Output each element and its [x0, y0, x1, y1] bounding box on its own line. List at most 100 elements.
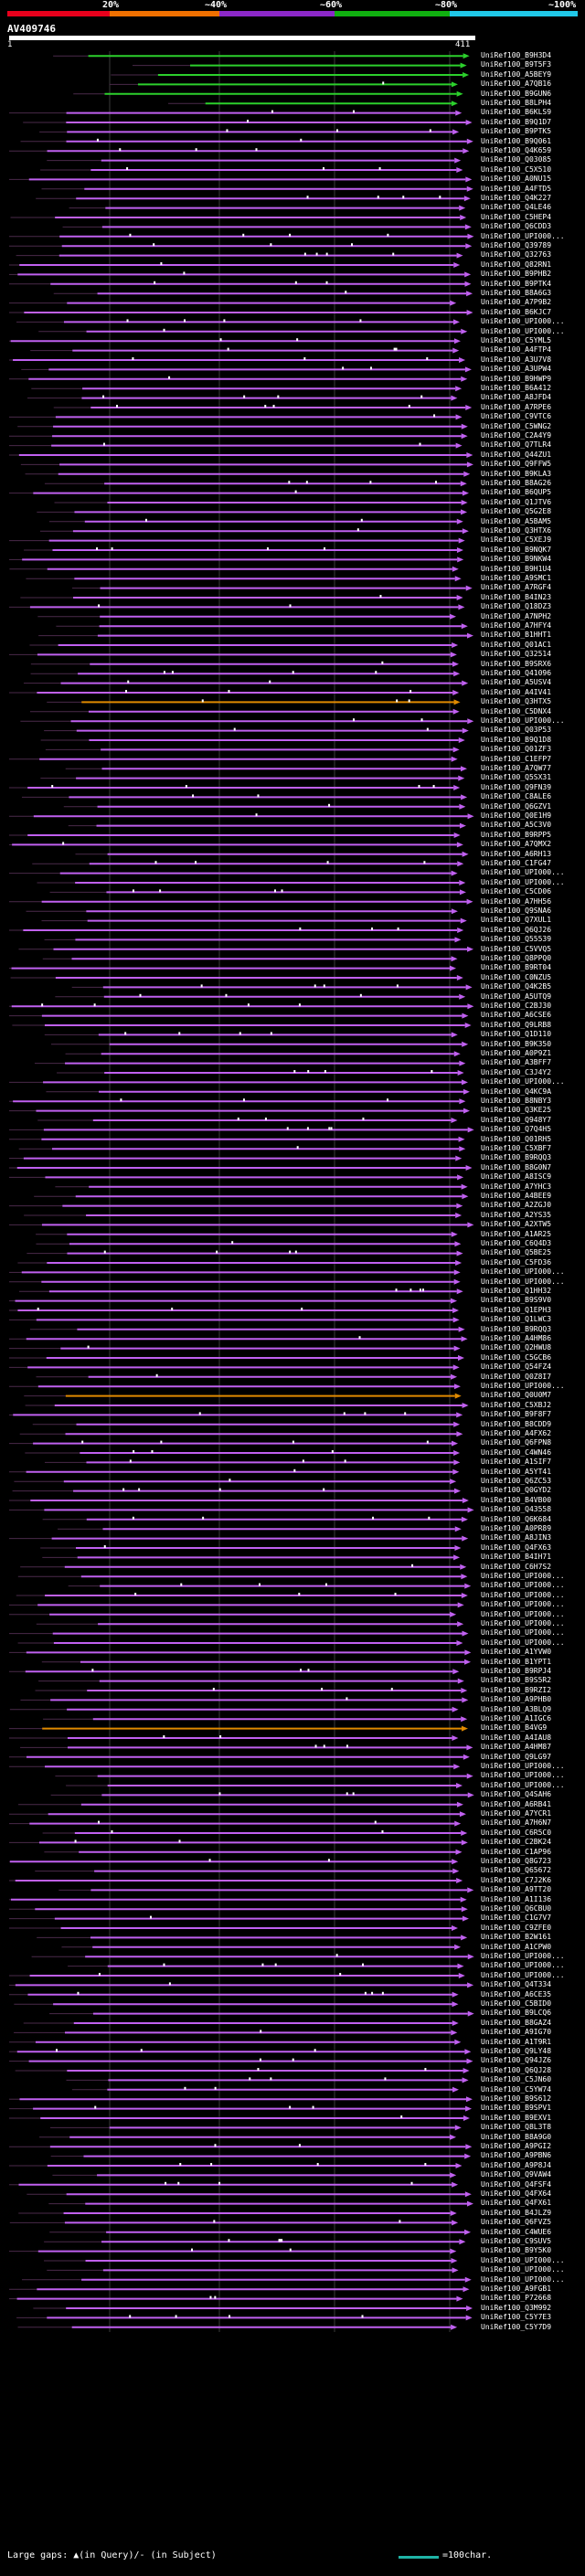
hit-name[interactable]: UniRef100_C5XBJ2 — [481, 1400, 552, 1409]
hit-name[interactable]: UniRef100_B4VB00 — [481, 1495, 552, 1504]
hit-name[interactable]: UniRef100_A7H6N7 — [481, 1818, 552, 1828]
hit-name[interactable]: UniRef100_A9PBN6 — [481, 2151, 552, 2160]
hit-name[interactable]: UniRef100_Q6QJ26 — [481, 925, 552, 934]
hit-name[interactable]: UniRef100_C5VVQ5 — [481, 944, 552, 953]
hit-name[interactable]: UniRef100_UPI000... — [481, 1762, 565, 1770]
hit-name[interactable]: UniRef100_B4JLZ9 — [481, 2208, 552, 2217]
hit-name[interactable]: UniRef100_Q9VAW4 — [481, 2170, 552, 2179]
hit-name[interactable]: UniRef100_B9Q061 — [481, 136, 552, 145]
hit-name[interactable]: UniRef100_C2BJ30 — [481, 1002, 552, 1010]
hit-name[interactable]: UniRef100_A7RPE6 — [481, 402, 552, 411]
hit-name[interactable]: UniRef100_B9RQQ3 — [481, 1153, 552, 1162]
hit-name[interactable]: UniRef100_UPI000... — [481, 1572, 565, 1580]
hit-name[interactable]: UniRef100_A3UPW4 — [481, 365, 552, 374]
hit-name[interactable]: UniRef100_A2ZGJ0 — [481, 1201, 552, 1210]
hit-name[interactable]: UniRef100_C1G7V7 — [481, 1913, 552, 1923]
hit-name[interactable]: UniRef100_Q3HTX6 — [481, 526, 552, 535]
hit-name[interactable]: UniRef100_UPI000... — [481, 1970, 565, 1979]
hit-name[interactable]: UniRef100_C5DNX4 — [481, 706, 552, 716]
hit-name[interactable]: UniRef100_C3J4Y2 — [481, 1067, 552, 1076]
hit-name[interactable]: UniRef100_A7QMX2 — [481, 840, 552, 849]
hit-name[interactable]: UniRef100_B9S612 — [481, 2094, 552, 2103]
hit-name[interactable]: UniRef100_UPI000... — [481, 868, 565, 877]
hit-name[interactable]: UniRef100_A2YS35 — [481, 1210, 552, 1219]
hit-name[interactable]: UniRef100_Q0E1H9 — [481, 811, 552, 820]
hit-name[interactable]: UniRef100_Q7Q4H5 — [481, 1125, 552, 1134]
hit-name[interactable]: UniRef100_Q03085 — [481, 155, 552, 164]
hit-name[interactable]: UniRef100_UPI000... — [481, 2274, 565, 2284]
hit-name[interactable]: UniRef100_B6QUP5 — [481, 488, 552, 497]
hit-name[interactable]: UniRef100_Q44ZU1 — [481, 450, 552, 459]
hit-name[interactable]: UniRef100_C5HEP4 — [481, 212, 552, 221]
hit-name[interactable]: UniRef100_C4WN46 — [481, 1447, 552, 1457]
hit-name[interactable]: UniRef100_C5X510 — [481, 164, 552, 174]
hit-name[interactable]: UniRef100_A5USV4 — [481, 678, 552, 687]
hit-name[interactable]: UniRef100_A4IAU8 — [481, 1733, 552, 1742]
hit-name[interactable]: UniRef100_A1YVW0 — [481, 1648, 552, 1657]
hit-name[interactable]: UniRef100_Q6ZC53 — [481, 1477, 552, 1485]
hit-name[interactable]: UniRef100_B9S9V0 — [481, 1296, 552, 1305]
hit-name[interactable]: UniRef100_A0P9Z1 — [481, 1049, 552, 1057]
hit-name[interactable]: UniRef100_B8CDD9 — [481, 1419, 552, 1428]
hit-name[interactable]: UniRef100_A9TT20 — [481, 1885, 552, 1894]
hit-name[interactable]: UniRef100_C6R5C0 — [481, 1828, 552, 1837]
hit-name[interactable]: UniRef100_B9RT04 — [481, 963, 552, 972]
hit-name[interactable]: UniRef100_A6CSE6 — [481, 1011, 552, 1020]
hit-name[interactable]: UniRef100_C5CD06 — [481, 887, 552, 896]
hit-name[interactable]: UniRef100_B9F8F7 — [481, 1410, 552, 1419]
hit-name[interactable]: UniRef100_Q55539 — [481, 935, 552, 944]
hit-name[interactable]: UniRef100_A7HFY4 — [481, 621, 552, 630]
hit-name[interactable]: UniRef100_Q65672 — [481, 1866, 552, 1875]
hit-name[interactable]: UniRef100_Q4K2B5 — [481, 982, 552, 991]
hit-name[interactable]: UniRef100_A4BEE9 — [481, 1192, 552, 1200]
hit-name[interactable]: UniRef100_C2A4Y9 — [481, 431, 552, 440]
hit-name[interactable]: UniRef100_Q01AC1 — [481, 640, 552, 649]
hit-name[interactable]: UniRef100_P72668 — [481, 2294, 552, 2303]
hit-name[interactable]: UniRef100_Q4FX64 — [481, 2189, 552, 2198]
hit-name[interactable]: UniRef100_A1CPW0 — [481, 1942, 552, 1951]
hit-name[interactable]: UniRef100_C5Y7E3 — [481, 2313, 552, 2322]
hit-name[interactable]: UniRef100_A4FX62 — [481, 1429, 552, 1437]
hit-name[interactable]: UniRef100_UPI000... — [481, 1277, 565, 1286]
hit-name[interactable]: UniRef100_B8A6G3 — [481, 289, 552, 297]
hit-name[interactable]: UniRef100_Q3KE25 — [481, 1106, 552, 1115]
hit-name[interactable]: UniRef100_A4IV41 — [481, 687, 552, 696]
hit-name[interactable]: UniRef100_A4FTP4 — [481, 345, 552, 355]
hit-name[interactable]: UniRef100_B9K350 — [481, 1039, 552, 1048]
hit-name[interactable]: UniRef100_C5XEJ9 — [481, 535, 552, 545]
hit-name[interactable]: UniRef100_B8LPH4 — [481, 99, 552, 107]
hit-name[interactable]: UniRef100_Q32763 — [481, 250, 552, 260]
hit-name[interactable]: UniRef100_Q948Y7 — [481, 1115, 552, 1124]
hit-name[interactable]: UniRef100_A1I136 — [481, 1894, 552, 1903]
hit-name[interactable]: UniRef100_B9Q1D8 — [481, 735, 552, 744]
hit-name[interactable]: UniRef100_Q8L3T8 — [481, 2123, 552, 2132]
hit-name[interactable]: UniRef100_UPI000... — [481, 877, 565, 886]
hit-name[interactable]: UniRef100_A9FGB1 — [481, 2284, 552, 2293]
hit-name[interactable]: UniRef100_UPI000... — [481, 1619, 565, 1627]
hit-name[interactable]: UniRef100_Q9FFW5 — [481, 460, 552, 469]
hit-name[interactable]: UniRef100_Q4FX63 — [481, 1542, 552, 1552]
hit-name[interactable]: UniRef100_B8GAZ4 — [481, 2018, 552, 2027]
hit-name[interactable]: UniRef100_B6KLS9 — [481, 108, 552, 117]
hit-name[interactable]: UniRef100_Q43558 — [481, 1505, 552, 1514]
hit-name[interactable]: UniRef100_B6A412 — [481, 384, 552, 392]
hit-name[interactable]: UniRef100_B8NBY3 — [481, 1097, 552, 1105]
hit-name[interactable]: UniRef100_C7J2K6 — [481, 1875, 552, 1884]
hit-name[interactable]: UniRef100_A6CE35 — [481, 1989, 552, 1998]
hit-name[interactable]: UniRef100_Q1LWC3 — [481, 1315, 552, 1324]
hit-name[interactable]: UniRef100_UPI000... — [481, 317, 565, 326]
hit-name[interactable]: UniRef100_A5C3V0 — [481, 821, 552, 830]
hit-name[interactable]: UniRef100_Q1HH32 — [481, 1287, 552, 1295]
hit-name[interactable]: UniRef100_Q4K227 — [481, 194, 552, 202]
hit-name[interactable]: UniRef100_Q3M992 — [481, 2303, 552, 2312]
hit-name[interactable]: UniRef100_A0NU15 — [481, 175, 552, 184]
hit-name[interactable]: UniRef100_B4IH71 — [481, 1553, 552, 1562]
hit-name[interactable]: UniRef100_C5FD36 — [481, 1257, 552, 1267]
hit-name[interactable]: UniRef100_Q01ZF3 — [481, 745, 552, 754]
hit-name[interactable]: UniRef100_C2BK24 — [481, 1838, 552, 1847]
hit-name[interactable]: UniRef100_Q94JZ6 — [481, 2056, 552, 2065]
hit-name[interactable]: UniRef100_B9RPJ4 — [481, 1667, 552, 1675]
hit-name[interactable]: UniRef100_Q41096 — [481, 669, 552, 677]
hit-name[interactable]: UniRef100_B9RPP5 — [481, 830, 552, 839]
hit-name[interactable]: UniRef100_UPI000... — [481, 1628, 565, 1638]
